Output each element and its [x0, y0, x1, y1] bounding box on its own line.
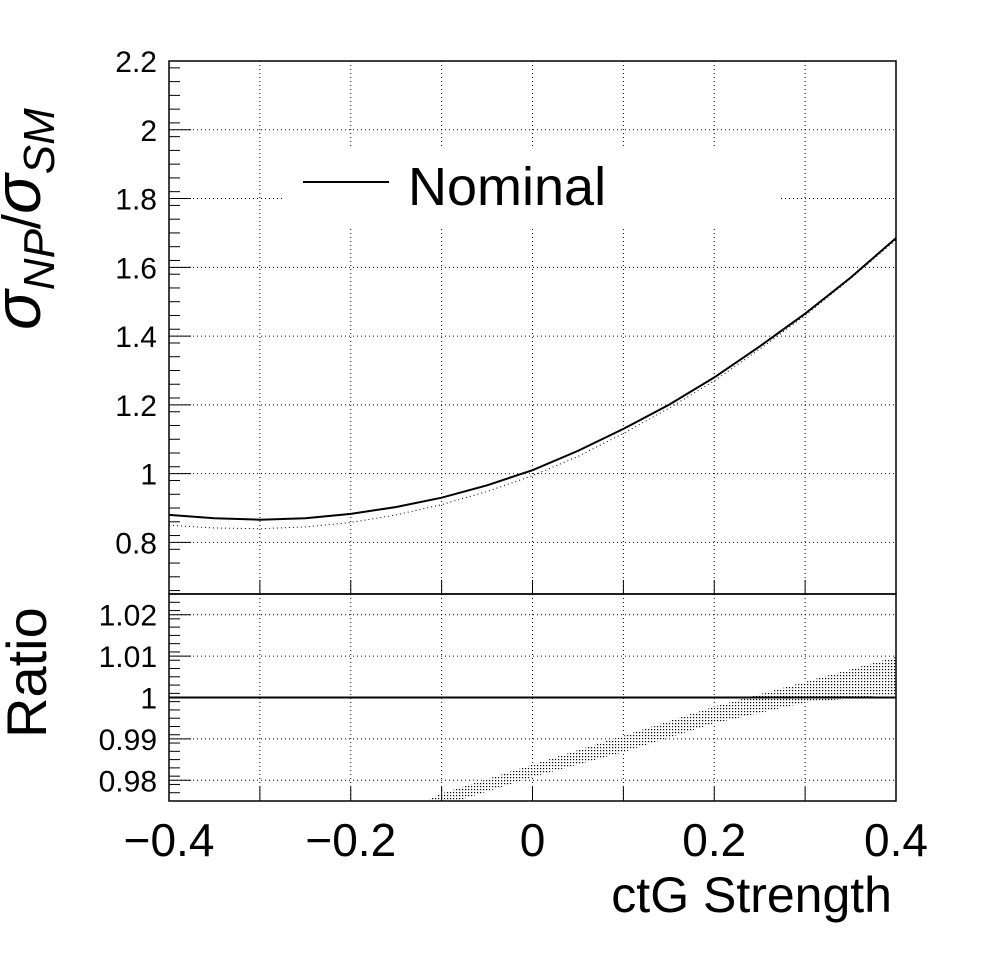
x-tick-label: −0.2 — [305, 814, 396, 866]
y-title-sub-np: NP — [15, 228, 64, 290]
ratio-y-tick-label: 1.02 — [99, 600, 157, 633]
main-y-tick-label: 1.4 — [115, 321, 157, 354]
legend-box — [282, 148, 780, 228]
main-y-tick-label: 1.2 — [115, 390, 157, 423]
x-tick-label: 0.4 — [864, 814, 928, 866]
y-title-sigma-1: σ — [0, 288, 54, 330]
x-tick-label: 0.2 — [682, 814, 746, 866]
ratio-uncertainty-band — [425, 656, 896, 801]
ratio-y-title: Ratio — [0, 607, 58, 738]
x-tick-label: −0.4 — [124, 814, 215, 866]
ratio-y-tick-label: 0.98 — [99, 765, 157, 798]
main-series-nominal-line — [169, 237, 896, 521]
main-y-tick-label: 1 — [140, 459, 157, 492]
x-tick-label: 0 — [520, 814, 546, 866]
ratio-y-tick-label: 1 — [140, 683, 157, 716]
main-y-ticks: 0.8 1 1.2 1.4 1.6 1.8 2 2.2 — [115, 46, 191, 592]
main-panel: 0.811.21.41.61.822.2 Nominal σNP/σSM — [0, 46, 897, 595]
ratio-y-tick-label: 0.99 — [99, 724, 157, 757]
legend: Nominal — [282, 148, 780, 228]
y-title-sub-sm: SM — [15, 108, 64, 174]
x-axis-title: ctG Strength — [611, 867, 892, 923]
main-series-layer — [169, 237, 896, 530]
main-y-tick-label: 1.8 — [115, 184, 157, 217]
legend-label-nominal: Nominal — [408, 157, 606, 217]
main-y-tick-label: 0.8 — [115, 527, 157, 560]
main-y-title: σNP/σSM — [0, 108, 64, 330]
main-y-tick-label: 2 — [140, 115, 157, 148]
y-title-sigma-2: σ — [0, 172, 54, 214]
ratio-y-tick-label: 1.01 — [99, 641, 157, 674]
y-title-slash: / — [0, 214, 52, 229]
main-y-title-text: σNP/σSM — [0, 108, 64, 330]
main-y-tick-label: 1.6 — [115, 252, 157, 285]
main-y-tick-label: 2.2 — [115, 46, 157, 79]
x-ticks: −0.4 −0.2 0 0.2 0.4 — [124, 580, 928, 866]
ratio-series-layer — [169, 656, 896, 801]
ratio-y-ticks: 0.98 0.99 1 1.01 1.02 — [99, 593, 191, 802]
